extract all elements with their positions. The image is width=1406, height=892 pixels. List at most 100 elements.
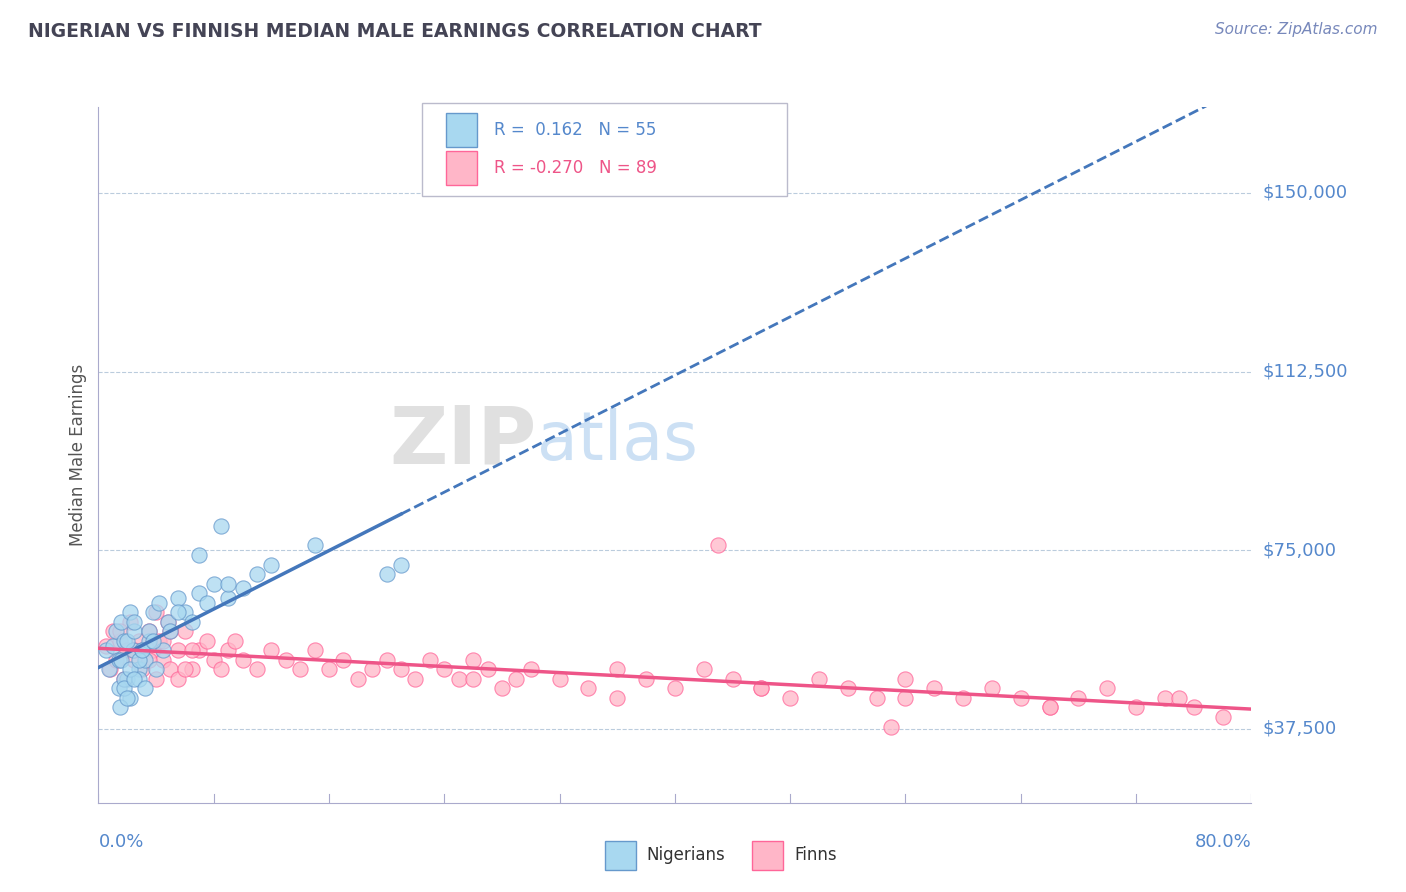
- Point: [181, 643, 204, 657]
- Point: [181, 615, 204, 629]
- Point: [1097, 681, 1119, 696]
- Point: [779, 690, 801, 705]
- Point: [120, 662, 142, 676]
- Point: [1038, 700, 1062, 714]
- Point: [124, 624, 146, 639]
- Point: [148, 596, 170, 610]
- Point: [117, 643, 138, 657]
- Point: [461, 653, 484, 667]
- Point: [807, 672, 830, 686]
- Point: [866, 690, 889, 705]
- Point: [142, 633, 165, 648]
- Point: [405, 672, 427, 686]
- Point: [461, 672, 484, 686]
- Point: [751, 681, 773, 696]
- Point: [124, 653, 146, 667]
- Point: [231, 653, 254, 667]
- Text: ZIP: ZIP: [389, 402, 537, 480]
- Text: atlas: atlas: [537, 408, 697, 474]
- Point: [1125, 700, 1147, 714]
- Point: [145, 672, 167, 686]
- Point: [128, 662, 150, 676]
- Point: [107, 653, 129, 667]
- Point: [188, 548, 211, 562]
- Point: [188, 586, 211, 600]
- Point: [131, 662, 153, 676]
- Point: [138, 633, 160, 648]
- Point: [491, 681, 513, 696]
- Point: [224, 633, 246, 648]
- Point: [128, 633, 150, 648]
- Point: [664, 681, 686, 696]
- Point: [318, 662, 340, 676]
- Point: [447, 672, 470, 686]
- Text: $112,500: $112,500: [1263, 362, 1348, 381]
- Point: [117, 633, 138, 648]
- Text: Source: ZipAtlas.com: Source: ZipAtlas.com: [1215, 22, 1378, 37]
- Point: [152, 653, 174, 667]
- Point: [981, 681, 1004, 696]
- Point: [124, 672, 146, 686]
- Text: 0.0%: 0.0%: [98, 833, 143, 851]
- Point: [202, 653, 225, 667]
- Point: [209, 519, 232, 533]
- Point: [166, 643, 188, 657]
- Point: [707, 539, 730, 553]
- Point: [332, 653, 354, 667]
- Point: [433, 662, 456, 676]
- Text: $75,000: $75,000: [1263, 541, 1337, 559]
- Point: [346, 672, 368, 686]
- Point: [505, 672, 527, 686]
- Point: [246, 567, 269, 582]
- Point: [131, 643, 153, 657]
- Point: [246, 662, 269, 676]
- Point: [166, 591, 188, 605]
- Point: [166, 605, 188, 619]
- Text: R =  0.162   N = 55: R = 0.162 N = 55: [494, 121, 655, 139]
- Point: [419, 653, 441, 667]
- Point: [156, 615, 179, 629]
- Point: [1153, 690, 1175, 705]
- Text: R = -0.270   N = 89: R = -0.270 N = 89: [494, 159, 657, 177]
- Point: [110, 653, 132, 667]
- Point: [142, 605, 165, 619]
- Point: [188, 643, 211, 657]
- Text: $37,500: $37,500: [1263, 720, 1337, 738]
- Text: $150,000: $150,000: [1263, 184, 1347, 202]
- Point: [145, 605, 167, 619]
- Point: [138, 624, 160, 639]
- Point: [174, 624, 197, 639]
- Point: [101, 639, 124, 653]
- Point: [124, 615, 146, 629]
- Point: [375, 653, 398, 667]
- Point: [231, 582, 254, 596]
- Point: [159, 662, 181, 676]
- Point: [112, 672, 135, 686]
- Point: [274, 653, 297, 667]
- Point: [636, 672, 658, 686]
- Point: [94, 639, 117, 653]
- Point: [209, 662, 232, 676]
- Point: [159, 624, 181, 639]
- Point: [108, 700, 131, 714]
- Point: [117, 690, 138, 705]
- Point: [389, 558, 412, 572]
- Point: [117, 672, 138, 686]
- Point: [124, 643, 146, 657]
- Point: [142, 643, 165, 657]
- Point: [107, 681, 129, 696]
- Point: [138, 653, 160, 667]
- Point: [304, 643, 326, 657]
- Point: [181, 662, 204, 676]
- Point: [548, 672, 571, 686]
- Point: [260, 558, 283, 572]
- Point: [1067, 690, 1090, 705]
- Point: [122, 643, 145, 657]
- Point: [202, 576, 225, 591]
- Point: [260, 643, 283, 657]
- Point: [94, 643, 117, 657]
- Point: [112, 633, 135, 648]
- Text: NIGERIAN VS FINNISH MEDIAN MALE EARNINGS CORRELATION CHART: NIGERIAN VS FINNISH MEDIAN MALE EARNINGS…: [28, 22, 762, 41]
- Point: [134, 681, 156, 696]
- Point: [1038, 700, 1062, 714]
